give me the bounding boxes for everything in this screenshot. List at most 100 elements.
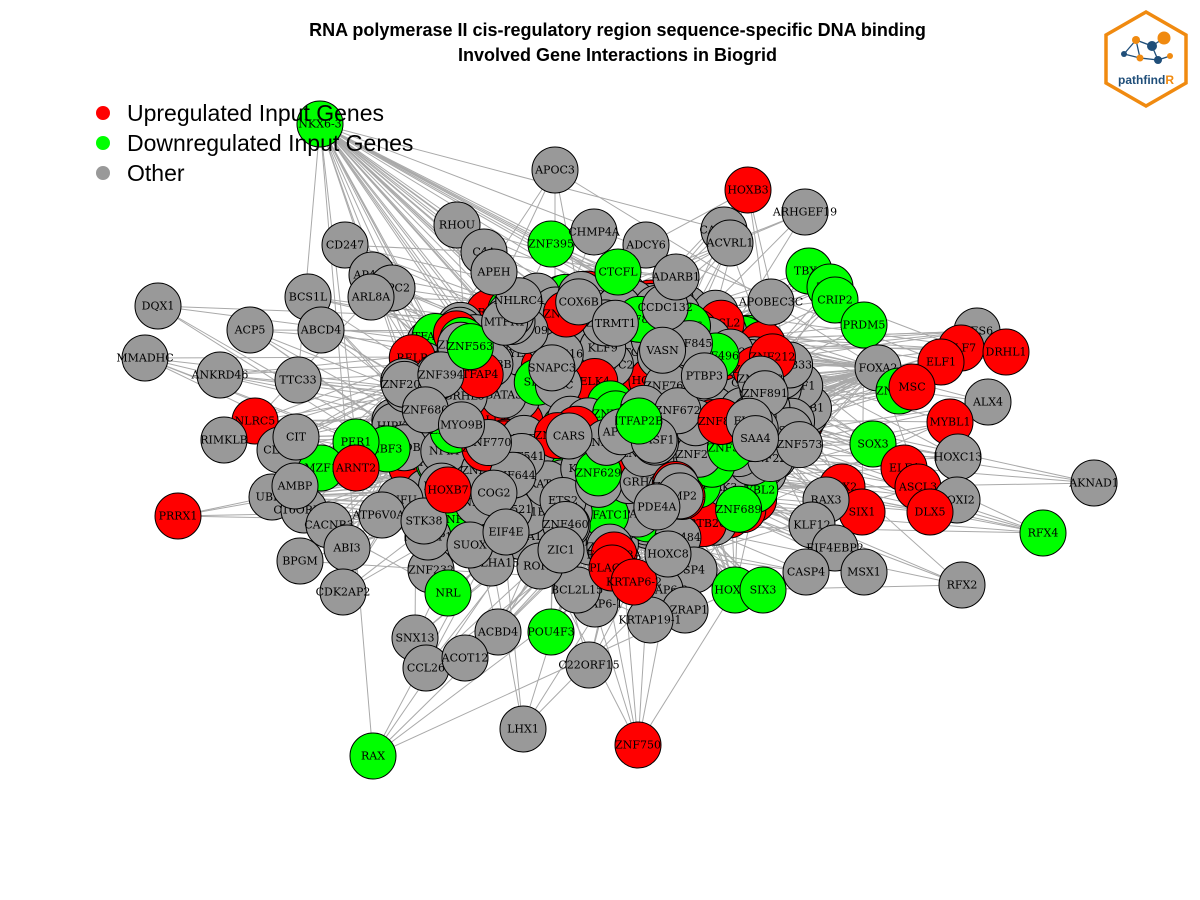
gene-node-label: CCDC132 [638,301,693,314]
gene-node-label: BCL2L15 [551,584,603,597]
gene-node-circle [644,530,692,578]
gene-node-label: CIT [286,431,307,444]
gene-node-circle [474,608,522,656]
gene-node: MSC [888,363,936,411]
gene-node: COX6B [555,278,603,326]
legend-dot-upregulated [96,106,110,120]
gene-node: ABI3 [323,524,371,572]
gene-node-label: CRIP2 [817,294,852,307]
gene-node: CASP4 [782,548,830,596]
gene-node-label: EIF4E [488,526,523,539]
gene-node-circle [446,323,494,371]
gene-node-circle [555,278,603,326]
gene-node: C22ORF15 [558,641,620,689]
interaction-edge [319,123,725,231]
gene-node: ARNT2 [332,444,380,492]
gene-node-label: ZNF394 [418,368,464,381]
gene-node-label: STK38 [405,515,442,528]
gene-node: APOBEC3C [738,278,803,326]
interaction-edge [319,123,357,443]
gene-node-label: ACVRL1 [706,237,754,250]
gene-node-circle [888,363,936,411]
gene-node-label: NLRC5 [235,415,276,428]
legend-label-downregulated: Downregulated Input Genes [127,130,414,156]
gene-node-label: PRDM5 [843,319,886,332]
gene-node-label: SIX3 [750,584,777,597]
gene-node-label: ARNT2 [335,462,376,475]
gene-node-label: ADCY6 [625,239,665,252]
gene-node: MSX1 [840,548,888,596]
gene-node-circle [319,568,367,616]
gene-node: ARHGEF19 [772,188,837,236]
gene-node-label: MMADHC [116,352,173,365]
gene-node: BPGM [276,537,324,585]
gene-node-circle [1019,509,1067,557]
gene-node: ANKRD46 [191,351,248,399]
gene-node-circle [424,569,472,617]
gene-node: NKX6-3 [296,100,344,148]
gene-node-label: ZNF689 [716,503,762,516]
gene-node: PDE4A [633,483,681,531]
logo-wordmark-main: pathfind [1118,73,1166,87]
gene-node-label: ZNF750 [615,739,661,752]
gene-node-label: CD247 [326,239,364,252]
gene-node-label: ZNF629 [575,466,621,479]
gene-node-circle [739,566,787,614]
gene-node-label: KLF12 [793,519,830,532]
gene-node-circle [1070,459,1118,507]
gene-node-circle [297,306,345,354]
gene-node-label: TTC33 [279,374,316,387]
gene-node-label: CTCFL [598,266,638,279]
gene-node-label: CDK2AP2 [316,586,371,599]
gene-node: AKNAD1 [1068,459,1119,507]
gene-node: ZNF750 [614,721,662,769]
gene-node-circle [565,641,613,689]
gene-node-label: SOX3 [857,438,888,451]
gene-node-label: C22ORF15 [558,659,619,672]
gene-node: ABCD4 [297,306,345,354]
gene-node: ARL8A [347,273,395,321]
gene-node-circle [349,732,397,780]
legend-label-upregulated: Upregulated Input Genes [127,100,385,126]
gene-node: BCL2L15 [551,566,603,614]
gene-node-label: RAX [361,750,385,763]
gene-node-circle [531,146,579,194]
gene-node: ZNF573 [775,421,823,469]
pathfindr-logo-icon [1104,9,1188,109]
gene-node: VASN [639,326,687,374]
gene-node-circle [731,415,779,463]
gene-node: ZNF395 [527,220,575,268]
gene-node-label: BCS1L [289,291,328,304]
gene-node-label: NFATC1 [582,508,628,521]
gene-node-label: APOC3 [534,164,575,177]
gene-node-label: ADARB1 [651,271,700,284]
gene-node-label: BZRAP1 [662,604,708,617]
gene-node-label: AKNAD1 [1068,477,1119,490]
gene-node: CHMP4A [568,208,621,256]
gene-node-circle [332,444,380,492]
gene-node-circle [906,488,954,536]
gene-node-label: HOXC13 [934,451,982,464]
gene-node-circle [437,401,485,449]
gene-node: TRMT1 [591,299,639,347]
gene-node-circle [840,548,888,596]
gene-node-label: NHLRC4 [494,294,544,307]
gene-node-label: ABI3 [332,542,360,555]
gene-node-circle [781,188,829,236]
gene-node: ZNF689 [715,485,763,533]
gene-node-circle [121,334,169,382]
gene-node: SNAPC3 [528,344,576,392]
gene-node-label: MYO9B [440,418,483,431]
gene-node: PTBP3 [680,352,728,400]
figure-title-line-2: Involved Gene Interactions in Biogrid [457,45,778,65]
gene-node-label: RFX2 [947,579,978,592]
gene-node-label: MSX1 [847,566,881,579]
gene-node-label: KRTAP19-1 [618,614,681,627]
gene-node-label: ACBD4 [477,626,518,639]
gene-node: MMADHC [116,334,174,382]
interaction-edge [254,296,372,422]
gene-node-label: DLX5 [915,506,946,519]
gene-node: RAX [349,732,397,780]
gene-node: KRTAP6-2 [606,558,662,606]
